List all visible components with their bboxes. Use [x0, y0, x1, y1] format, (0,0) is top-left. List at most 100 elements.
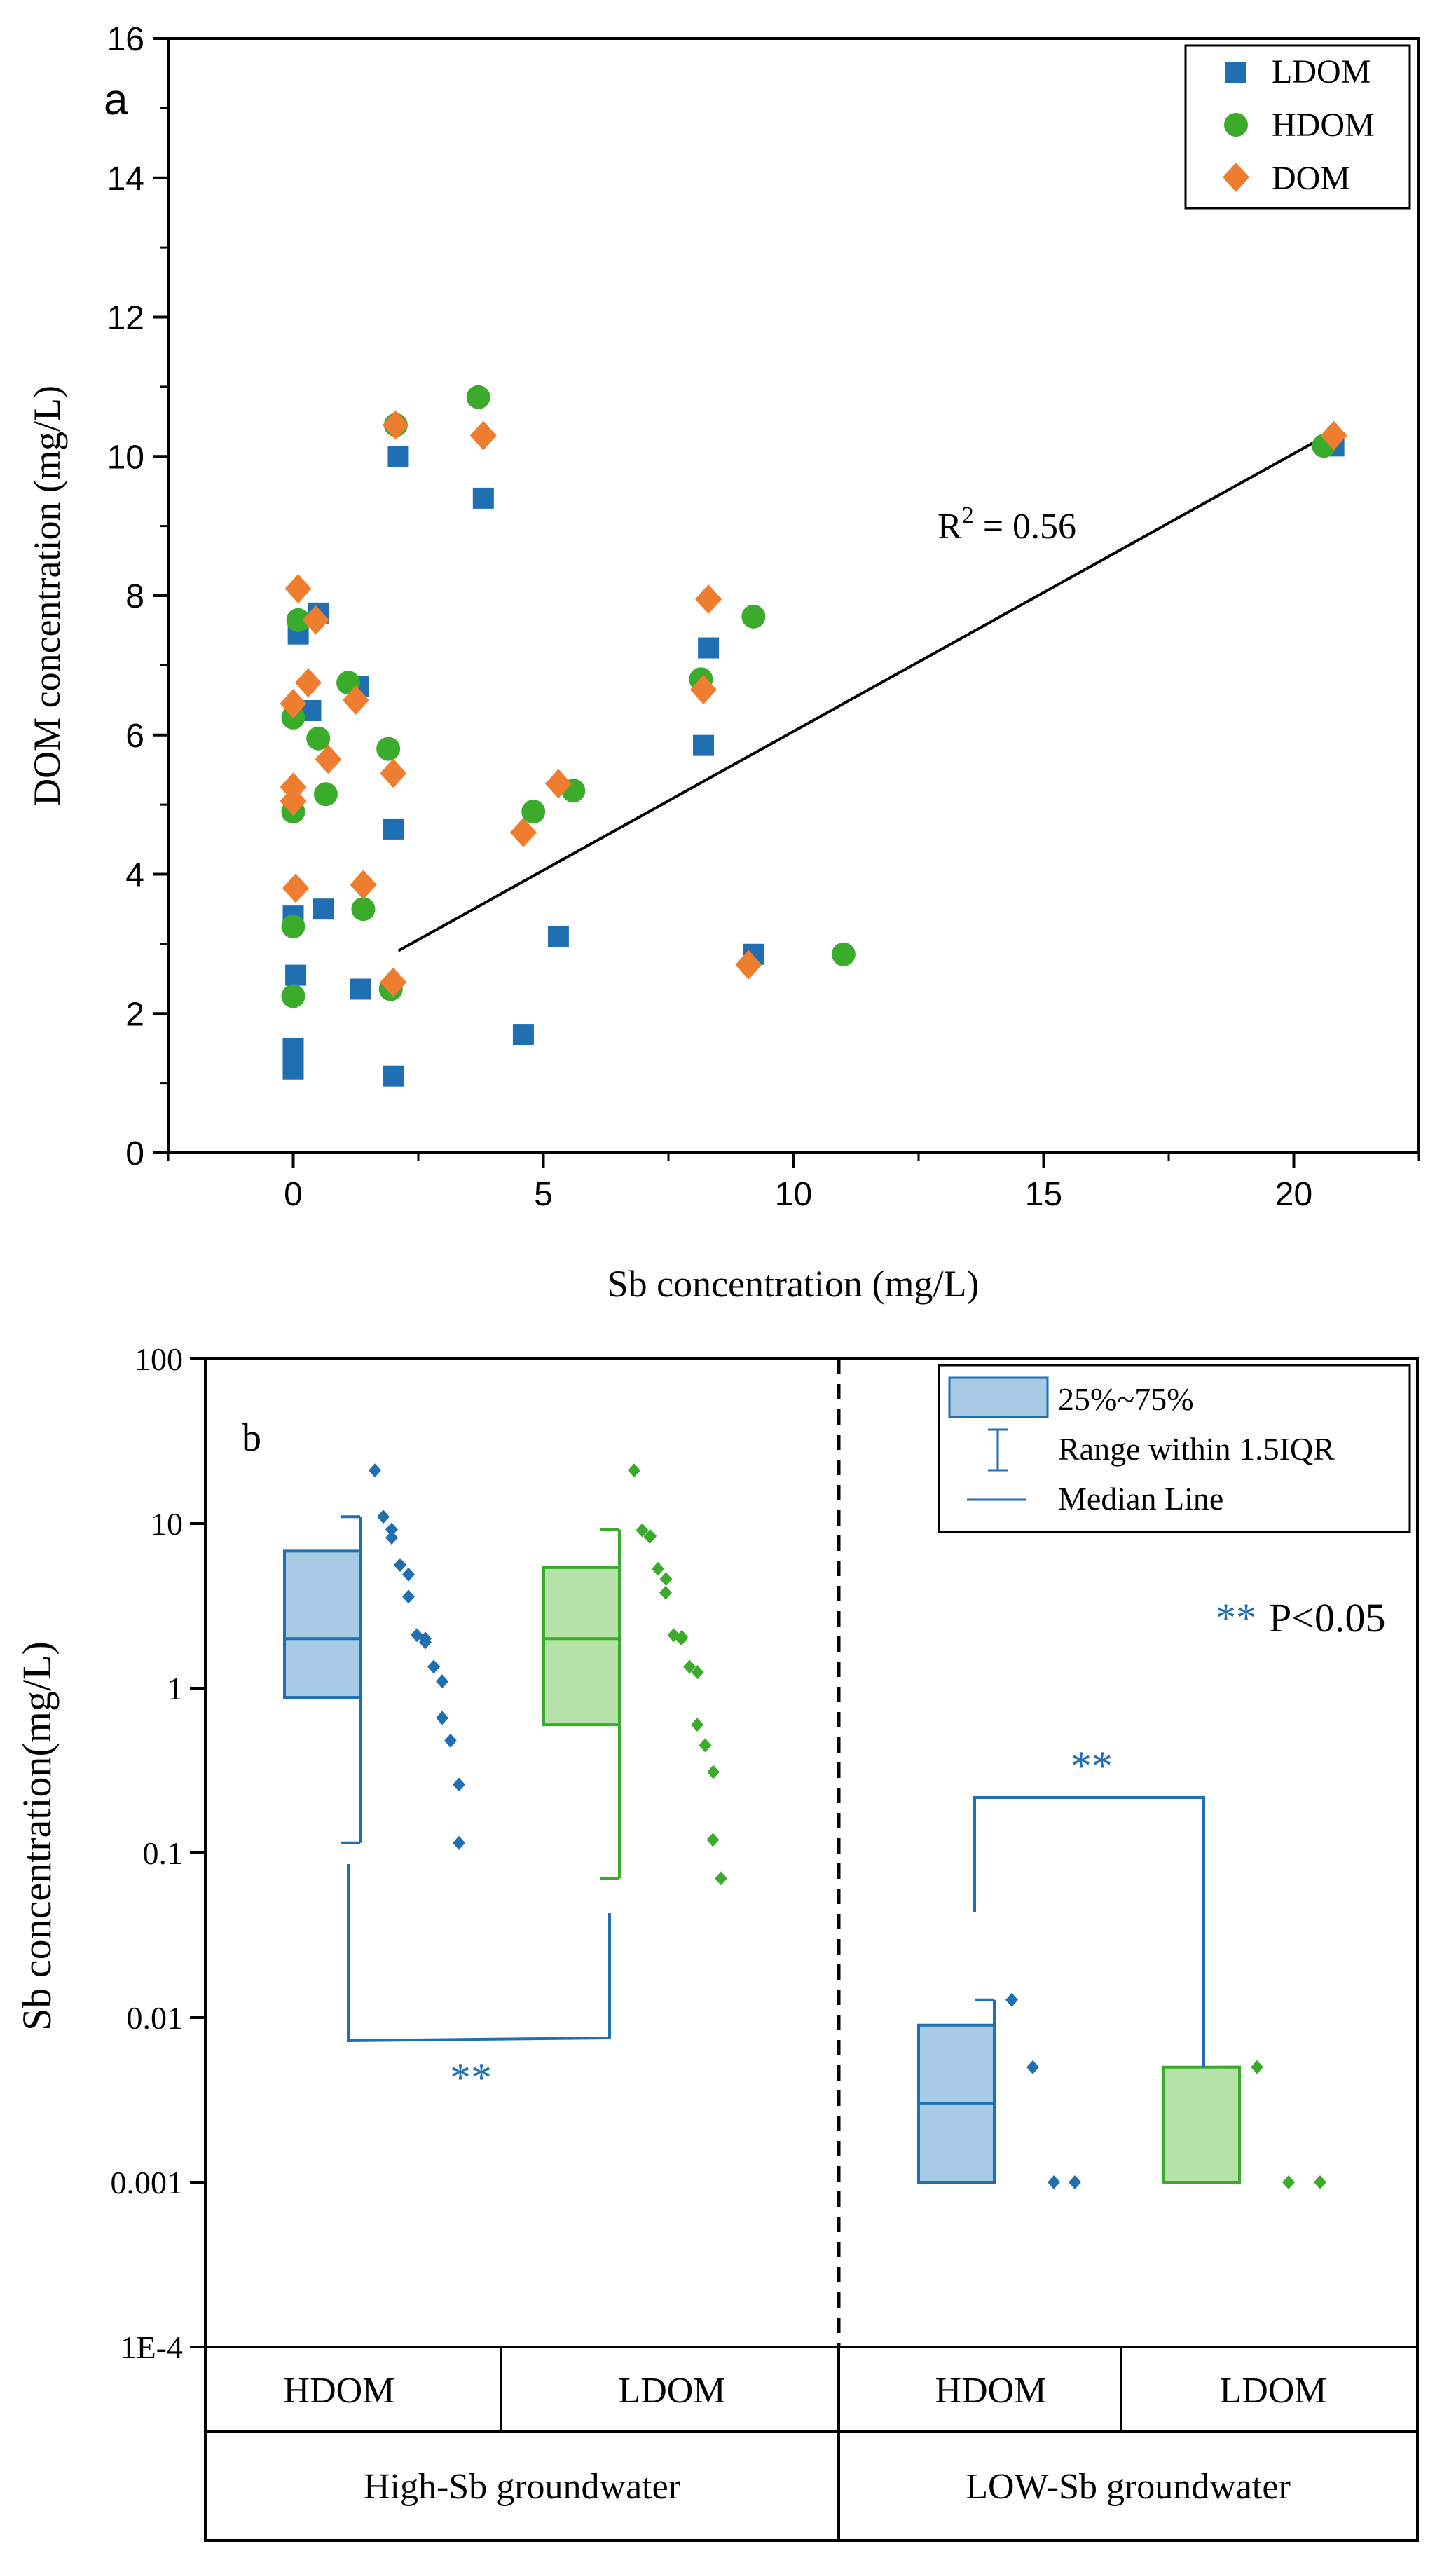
box-ldom-1-point [691, 1665, 704, 1680]
box-ldom-1-point [628, 1463, 640, 1478]
legend-a-frame [1184, 44, 1411, 210]
y-tick-label-b: 0.1 [143, 1835, 184, 1871]
box-ldom-1-point [699, 1738, 712, 1753]
box-ldom-1-point [652, 1561, 664, 1576]
category-label-hdom-high: HDOM [284, 2371, 395, 2411]
x-tick-label-a: 10 [775, 1176, 812, 1213]
significance-bracket-high-sb [347, 1864, 611, 2043]
significance-stars-high-sb: ** [450, 2055, 492, 2101]
category-table: HDOM LDOM HDOM LDOM High-Sb groundwater … [204, 2346, 1419, 2542]
y-tick-label-b: 0.01 [127, 2000, 184, 2036]
y-tick-label-a: 12 [107, 300, 144, 337]
box-hdom-2-point [1026, 2060, 1039, 2074]
legend-median-label: Median Line [1058, 1481, 1223, 1517]
legend-whisker-label: Range within 1.5IQR [1058, 1431, 1335, 1467]
point-dom [469, 420, 497, 451]
box-ldom-1-point [659, 1572, 673, 1587]
category-label-ldom-high: LDOM [618, 2371, 725, 2411]
box-hdom-0-point [453, 1777, 465, 1792]
box-ldom-3-point [1282, 2175, 1295, 2189]
box-ldom-1 [542, 1566, 621, 1727]
x-tick-label-a: 20 [1275, 1176, 1312, 1213]
significance-stars-low-sb: ** [1071, 1743, 1113, 1789]
point-ldom [692, 734, 714, 756]
point-dom [544, 769, 572, 799]
point-ldom [350, 978, 371, 1000]
x-axis-a: 0 5 10 15 20 [167, 1153, 1420, 1213]
y-tick-label-a: 10 [107, 439, 144, 476]
box-hdom-0-point [402, 1589, 415, 1604]
category-table-frame [204, 2346, 1419, 2542]
panel-b-box-chart: 1E-4 0.001 0.01 0.1 1 10 100 b Sb concentratio… [14, 1341, 1419, 2542]
point-ldom [383, 818, 404, 840]
point-hdom [281, 915, 305, 939]
box-ldom-1-point [659, 1585, 672, 1600]
r-squared-annotation: R2 = 0.56 [938, 502, 1076, 547]
y-tick-label-a: 16 [107, 21, 144, 58]
box-ldom-1-point [691, 1718, 703, 1732]
point-hdom [281, 984, 305, 1008]
point-dom [380, 967, 407, 997]
box-ldom-1-point [643, 1530, 657, 1545]
point-hdom [741, 604, 766, 629]
point-hdom [351, 897, 376, 922]
y-tick-label-a: 2 [125, 996, 144, 1033]
box-ldom-1-point [636, 1523, 649, 1538]
y-axis-a: 0 2 4 6 8 10 12 14 16 [107, 21, 168, 1172]
box-hdom-0-point [377, 1510, 390, 1524]
legend-box-label: 25%~75% [1058, 1381, 1194, 1417]
panel-a-label: a [104, 76, 128, 124]
y-tick-label-a: 4 [125, 857, 144, 894]
legend-box-swatch [948, 1376, 1049, 1418]
point-ldom [387, 446, 409, 467]
point-hdom [831, 942, 856, 966]
point-dom [382, 410, 409, 440]
y-tick-label-b: 1E-4 [121, 2329, 183, 2365]
x-axis-a-title: Sb concentration (mg/L) [607, 1263, 980, 1305]
box-hdom-0-point [394, 1558, 406, 1573]
point-ldom [282, 1037, 304, 1059]
legend-b: 25%~75% Range within 1.5IQR Median Line [938, 1364, 1411, 1533]
y-tick-label-b: 10 [151, 1506, 183, 1542]
point-dom [695, 584, 722, 614]
y-axis-a-title: DOM concentration (mg/L) [26, 385, 68, 806]
point-hdom [376, 737, 401, 761]
box-hdom-2-point [1048, 2175, 1060, 2189]
box-ldom-1-point [706, 1833, 720, 1847]
point-dom [735, 950, 762, 980]
group-label-high-sb: High-Sb groundwater [364, 2467, 680, 2507]
legend-ldom-marker [1225, 62, 1246, 83]
legend-whisker-swatch [988, 1428, 1008, 1472]
x-tick-label-a: 0 [284, 1176, 303, 1213]
legend-a: LDOM HDOM DOM [1184, 44, 1411, 210]
point-hdom [466, 385, 490, 409]
box-hdom-0-point [453, 1835, 465, 1850]
legend-dom-marker [1223, 163, 1249, 192]
y-tick-label-b: 100 [135, 1341, 183, 1377]
y-axis-b: 1E-4 0.001 0.01 0.1 1 10 100 [111, 1341, 205, 2365]
box-hdom-0-point [436, 1674, 448, 1689]
panel-a-scatter-chart: 0 2 4 6 8 10 12 14 16 0 5 10 15 20 a R2 = 0.56 Sb co… [26, 21, 1420, 1305]
panel-b-label: b [242, 1416, 261, 1460]
box-ldom-3-point [1314, 2175, 1326, 2189]
fit-line [397, 441, 1315, 952]
box-hdom-0-point [444, 1733, 457, 1748]
y-tick-label-a: 14 [107, 160, 144, 198]
box-hdom-2-point [1069, 2175, 1081, 2189]
point-dom [315, 744, 342, 774]
box-hdom-0-point [385, 1531, 398, 1545]
y-tick-label-b: 0.001 [111, 2165, 184, 2200]
point-ldom [285, 964, 307, 986]
significance-bracket-low-sb [973, 1796, 1205, 2067]
legend-hdom-label: HDOM [1272, 107, 1375, 144]
point-hdom [521, 800, 546, 824]
point-dom [1320, 420, 1347, 451]
box-ldom-1-point [683, 1659, 696, 1674]
box-hdom-0-point [369, 1463, 381, 1478]
point-dom [380, 758, 407, 788]
x-tick-label-a: 5 [534, 1176, 553, 1213]
point-ldom [698, 637, 720, 659]
box-hdom-0-point [402, 1567, 415, 1582]
y-tick-label-a: 8 [125, 578, 144, 615]
